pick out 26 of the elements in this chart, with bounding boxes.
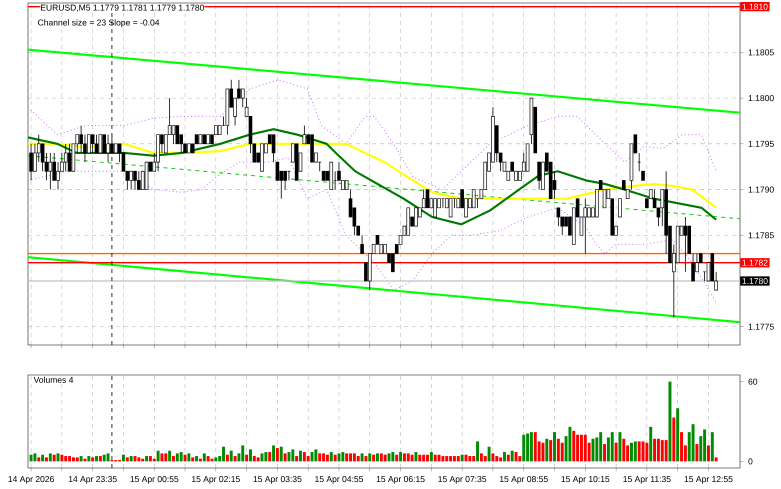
y-tick-label: 60 bbox=[748, 378, 758, 385]
x-tick-label: 15 Apr 00:55 bbox=[130, 476, 178, 484]
x-tick-label: 15 Apr 06:15 bbox=[376, 476, 425, 484]
x-tick-label: 14 Apr 23:35 bbox=[68, 476, 117, 484]
ref-line-label: 1.1810 bbox=[742, 4, 768, 10]
y-tick-label: 1.1805 bbox=[748, 49, 774, 56]
x-tick-label: 15 Apr 11:35 bbox=[623, 476, 671, 484]
x-tick-label: 15 Apr 03:35 bbox=[254, 476, 302, 484]
ref-line-label: 1.1782 bbox=[742, 260, 768, 266]
x-tick-label: 14 Apr 2026 bbox=[8, 476, 54, 484]
x-tick-label: 15 Apr 10:15 bbox=[562, 476, 610, 484]
text: Channel size = 23 Slope = -0.04 bbox=[38, 19, 160, 28]
chart-title: EURUSD,M5 1.1779 1.1781 1.1779 1.1780 bbox=[40, 4, 204, 12]
y-tick-label: 1.1785 bbox=[748, 232, 774, 238]
x-tick-label: 15 Apr 07:35 bbox=[438, 476, 486, 484]
y-tick-label: 1.1790 bbox=[748, 186, 774, 193]
x-tick-label: 15 Apr 12:55 bbox=[684, 476, 733, 484]
chart-title: Volumes 4 bbox=[34, 376, 74, 383]
ref-line-label: 1.1780 bbox=[742, 278, 768, 284]
x-tick-label: 15 Apr 08:55 bbox=[500, 476, 548, 484]
x-tick-label: 15 Apr 02:15 bbox=[192, 476, 240, 484]
y-tick-label: 1.1775 bbox=[748, 324, 774, 330]
y-tick-label: 1.1800 bbox=[748, 95, 774, 102]
x-tick-label: 15 Apr 04:55 bbox=[315, 476, 364, 484]
y-tick-label: 0 bbox=[748, 458, 752, 464]
y-tick-label: 1.1795 bbox=[748, 140, 774, 147]
